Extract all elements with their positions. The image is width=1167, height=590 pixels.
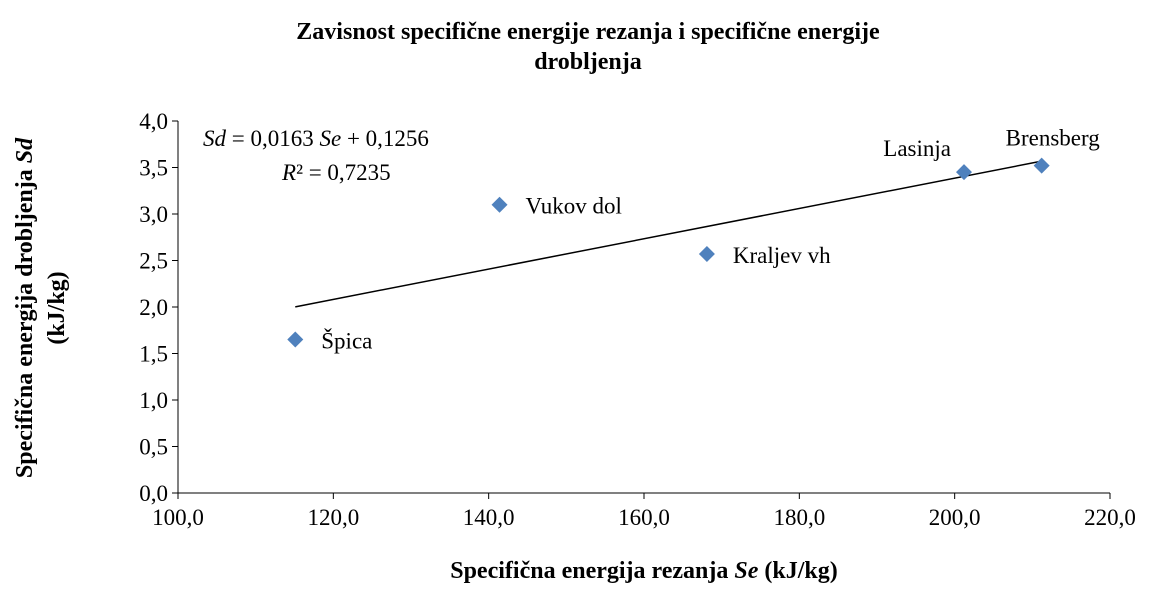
y-axis-label-part: Specifična energija drobljenja: [12, 163, 38, 478]
point-label: Lasinja: [883, 136, 951, 161]
x-tick-label: 200,0: [929, 505, 981, 530]
y-axis-label: Specifična energija drobljenja Sd: [12, 137, 38, 478]
trendline-equation-part: Sd: [203, 126, 227, 151]
y-tick-label: 2,5: [139, 249, 168, 274]
y-tick-label: 1,5: [139, 342, 168, 367]
y-axis-label-part: (kJ/kg): [44, 271, 70, 344]
trendline-r2-part: ² = 0,7235: [296, 160, 391, 185]
y-tick-label: 0,5: [139, 435, 168, 460]
trendline-equation-part: Se: [319, 126, 341, 151]
x-tick-label: 120,0: [307, 505, 359, 530]
y-tick-label: 3,5: [139, 156, 168, 181]
x-axis-label-part: Se: [734, 558, 758, 584]
point: [491, 196, 508, 213]
chart-title: drobljenja: [534, 49, 642, 75]
x-axis-label-part: Specifična energija rezanja: [450, 558, 734, 584]
y-axis-label: (kJ/kg): [44, 271, 70, 344]
point: [955, 164, 972, 181]
trendline: [295, 160, 1042, 308]
trendline-equation-part: + 0,1256: [341, 126, 429, 151]
trendline-equation-part: = 0,0163: [226, 126, 319, 151]
x-axis-label: Specifična energija rezanja Se (kJ/kg): [450, 558, 838, 584]
x-tick-label: 220,0: [1084, 505, 1136, 530]
point: [698, 245, 715, 262]
chart-title: Zavisnost specifične energije rezanja i …: [296, 19, 880, 45]
trendline-equation: Sd = 0,0163 Se + 0,1256: [203, 126, 429, 151]
point-label: Brensberg: [1006, 126, 1101, 151]
point-label: Kraljev vh: [733, 243, 831, 268]
y-tick-label: 1,0: [139, 388, 168, 413]
y-tick-label: 0,0: [139, 481, 168, 506]
x-tick-label: 140,0: [463, 505, 515, 530]
point: [1033, 157, 1050, 174]
y-tick-label: 3,0: [139, 202, 168, 227]
trendline-r2: R² = 0,7235: [281, 160, 391, 185]
y-tick-label: 4,0: [139, 109, 168, 134]
point-label: Špica: [321, 328, 372, 354]
x-axis-label-part: (kJ/kg): [758, 558, 837, 584]
x-tick-label: 180,0: [773, 505, 825, 530]
trendline-r2-part: R: [281, 160, 296, 185]
point: [287, 331, 304, 348]
x-tick-label: 100,0: [152, 505, 204, 530]
y-tick-label: 2,0: [139, 295, 168, 320]
y-axis-label-part: Sd: [12, 137, 38, 163]
point-label: Vukov dol: [526, 194, 622, 219]
x-tick-label: 160,0: [618, 505, 670, 530]
